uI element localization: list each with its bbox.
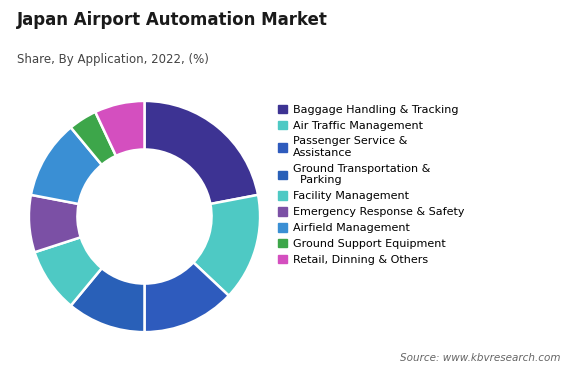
Wedge shape: [29, 195, 81, 252]
Wedge shape: [71, 268, 144, 332]
Text: Share, By Application, 2022, (%): Share, By Application, 2022, (%): [17, 53, 209, 66]
Legend: Baggage Handling & Tracking, Air Traffic Management, Passenger Service &
Assista: Baggage Handling & Tracking, Air Traffic…: [275, 101, 468, 268]
Text: Japan Airport Automation Market: Japan Airport Automation Market: [17, 11, 328, 29]
Wedge shape: [144, 101, 258, 204]
Wedge shape: [95, 101, 144, 156]
Wedge shape: [71, 112, 116, 165]
Wedge shape: [144, 262, 229, 332]
Wedge shape: [194, 195, 260, 296]
Wedge shape: [35, 237, 102, 306]
Wedge shape: [31, 127, 102, 204]
Text: Source: www.kbvresearch.com: Source: www.kbvresearch.com: [400, 353, 561, 363]
